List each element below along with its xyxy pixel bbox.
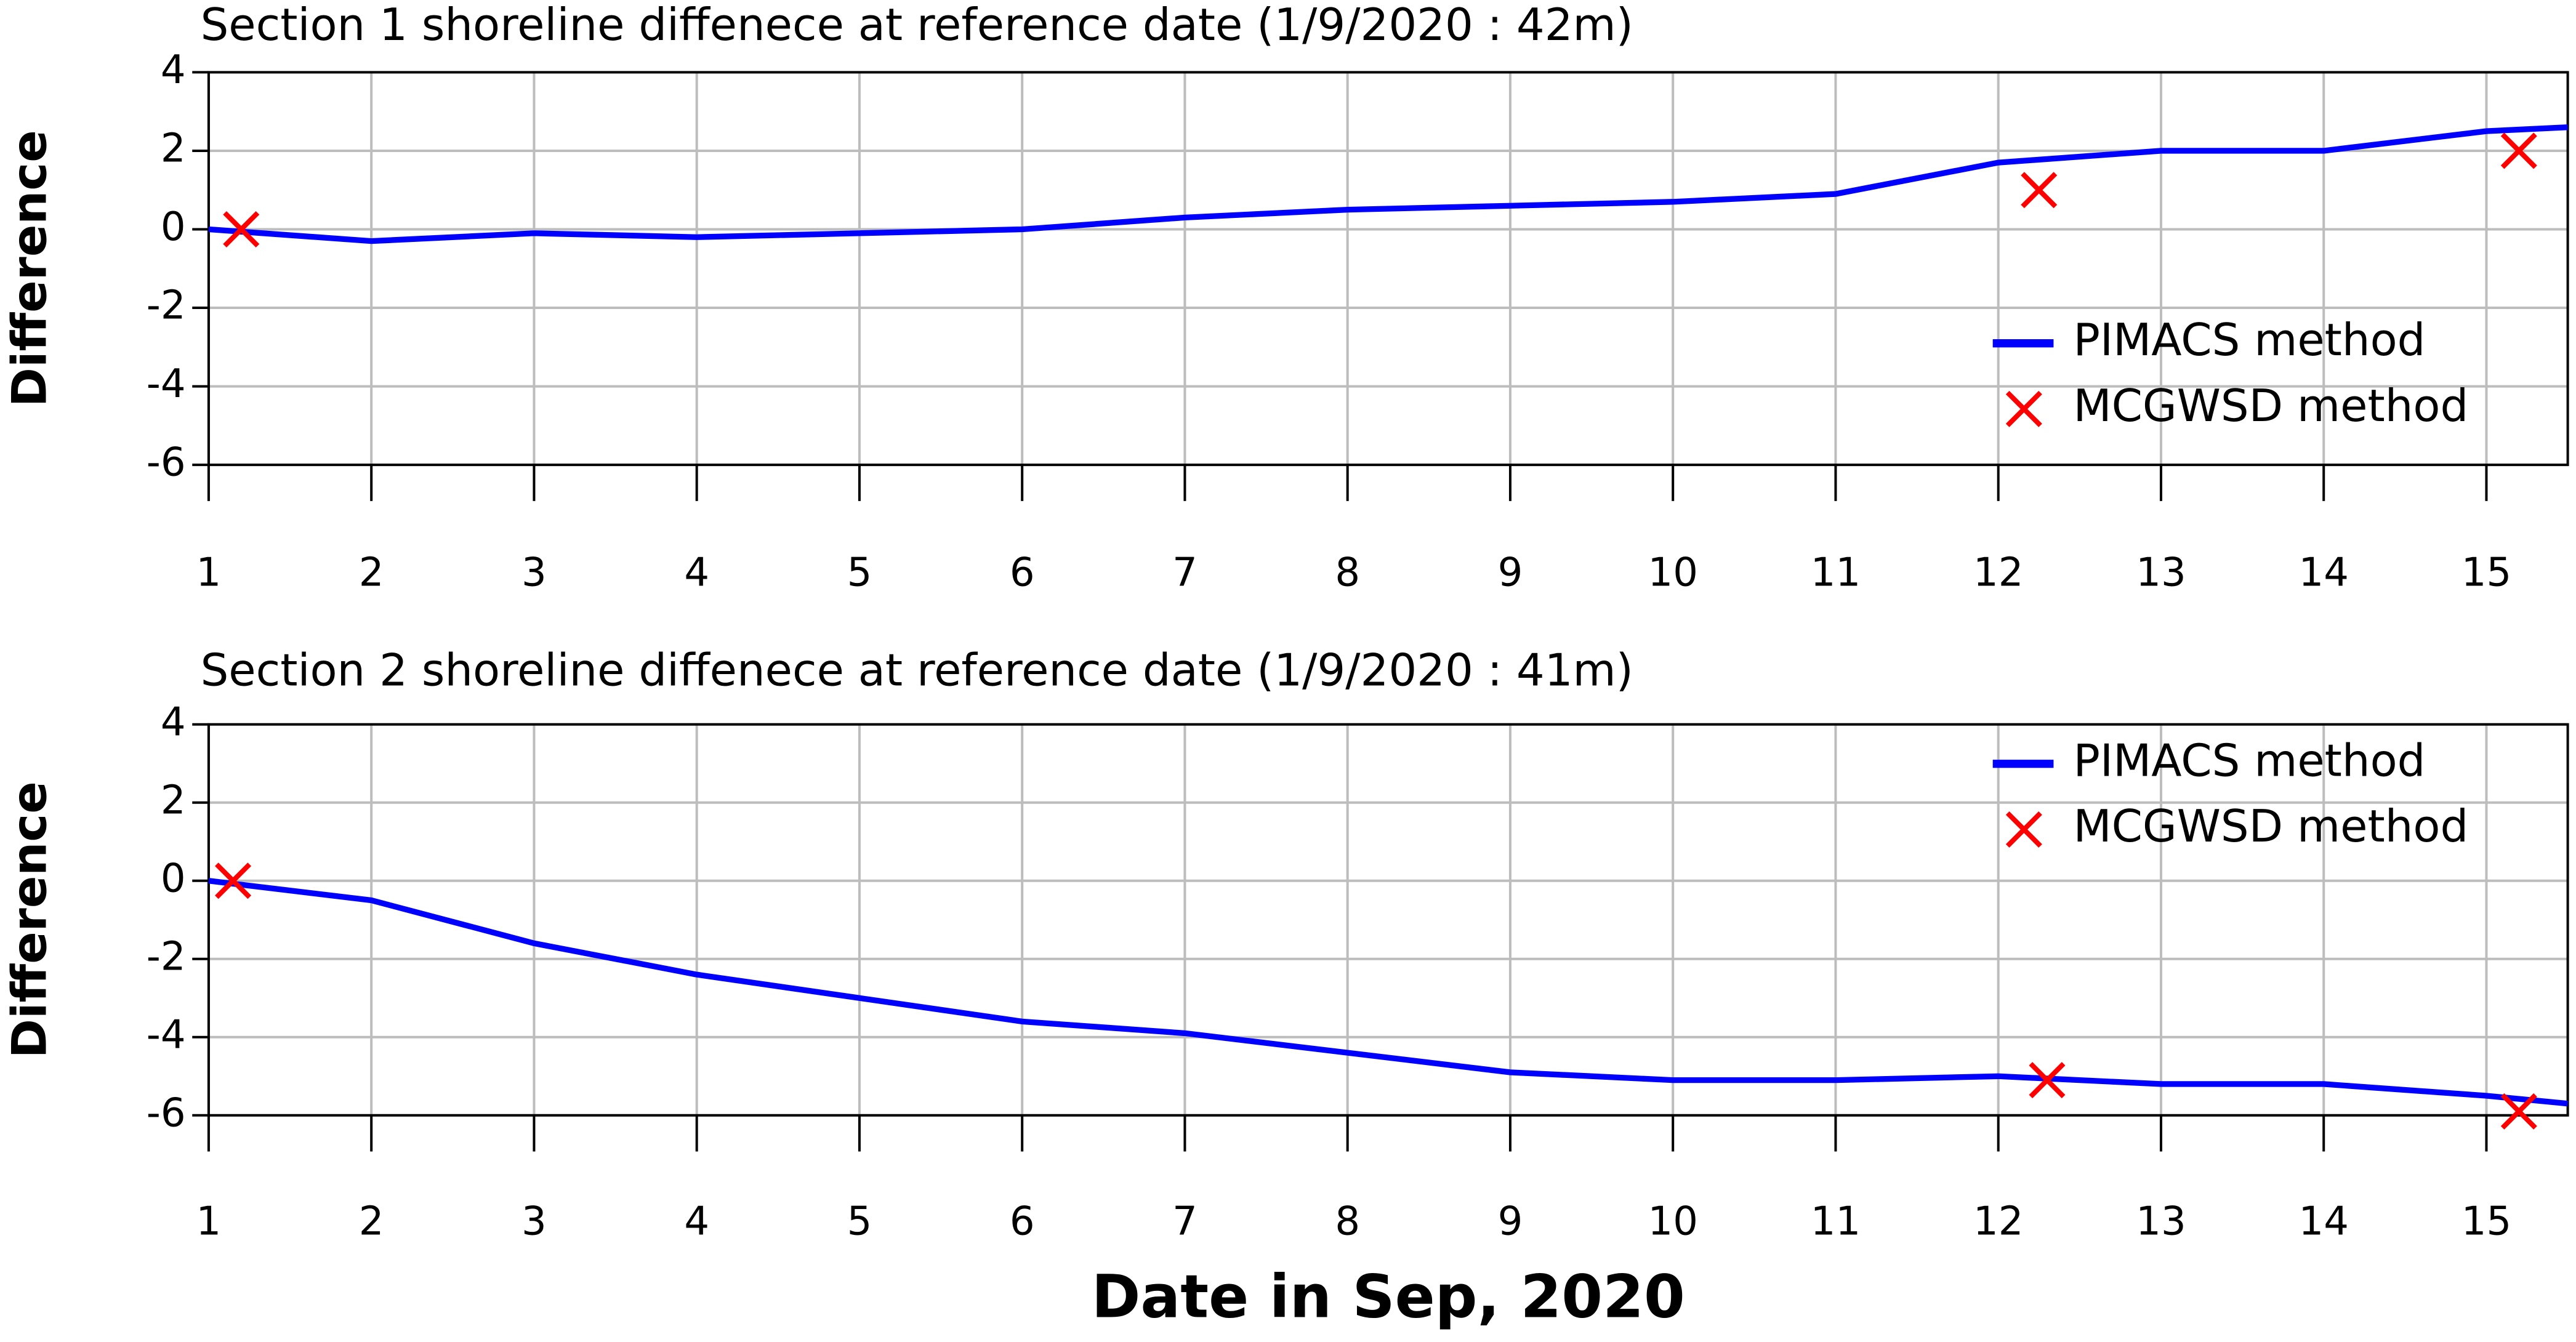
x-tick-label: 3	[521, 550, 547, 595]
chart-title: Section 2 shoreline diffenece at referen…	[201, 645, 1633, 696]
x-tick-label: 13	[2136, 1199, 2186, 1244]
y-tick-label: -4	[147, 1012, 186, 1058]
x-axis-label: Date in Sep, 2020	[1092, 1263, 1685, 1332]
legend-label: MCGWSD method	[2073, 380, 2468, 432]
x-tick-label: 9	[1498, 1199, 1523, 1244]
legend-label: PIMACS method	[2073, 314, 2425, 366]
legend-label: MCGWSD method	[2073, 800, 2468, 852]
scatter-point	[215, 862, 252, 899]
plot-frame	[207, 723, 2569, 1117]
x-tick-label: 11	[1811, 550, 1861, 595]
scatter-point	[2021, 172, 2058, 209]
x-tick-label: 9	[1498, 550, 1523, 595]
x-tick-label: 3	[521, 1199, 547, 1244]
x-tick-label: 10	[1648, 550, 1697, 595]
y-tick-label: 4	[161, 699, 186, 745]
x-tick-label: 1	[196, 550, 222, 595]
x-tick-label: 13	[2136, 550, 2186, 595]
x-tick-label: 2	[359, 1199, 384, 1244]
x-tick-label: 8	[1335, 1199, 1360, 1244]
y-tick-label: -2	[147, 934, 186, 979]
y-tick-label: 0	[161, 856, 186, 901]
scatter-point	[2500, 132, 2537, 169]
x-tick-label: 7	[1172, 550, 1197, 595]
x-tick-label: 15	[2461, 550, 2511, 595]
x-tick-label: 14	[2298, 1199, 2348, 1244]
x-tick-label: 6	[1010, 1199, 1035, 1244]
y-tick-label: -2	[147, 283, 186, 329]
x-tick-label: 12	[1973, 1199, 2023, 1244]
y-tick-label: -6	[147, 1090, 186, 1136]
y-axis-label: Difference	[2, 130, 57, 407]
y-tick-label: 2	[161, 126, 186, 172]
y-tick-label: 2	[161, 777, 186, 823]
legend-swatch	[2005, 390, 2042, 427]
line-series	[208, 124, 2568, 244]
legend-label: PIMACS method	[2073, 734, 2425, 786]
y-axis-label: Difference	[2, 781, 57, 1058]
y-tick-label: 0	[161, 204, 186, 250]
x-tick-label: 12	[1973, 550, 2023, 595]
x-tick-label: 5	[847, 1199, 872, 1244]
x-tick-label: 1	[196, 1199, 222, 1244]
x-tick-label: 11	[1811, 1199, 1861, 1244]
x-tick-label: 4	[684, 1199, 709, 1244]
x-tick-label: 4	[684, 550, 709, 595]
y-tick-label: -4	[147, 361, 186, 407]
scatter-point	[2029, 1062, 2066, 1099]
x-tick-label: 7	[1172, 1199, 1197, 1244]
y-tick-label: -6	[147, 440, 186, 486]
x-tick-label: 10	[1648, 1199, 1697, 1244]
plot-frame	[207, 71, 2569, 467]
scatter-point	[223, 211, 260, 248]
x-tick-label: 15	[2461, 1199, 2511, 1244]
y-tick-label: 4	[161, 47, 186, 93]
x-tick-label: 8	[1335, 550, 1360, 595]
scatter-point	[2500, 1093, 2537, 1130]
x-tick-label: 5	[847, 550, 872, 595]
legend-swatch	[2005, 811, 2042, 848]
x-tick-label: 6	[1010, 550, 1035, 595]
chart-title: Section 1 shoreline diffenece at referen…	[201, 0, 1633, 50]
line-series	[208, 878, 2569, 1107]
x-tick-label: 2	[359, 550, 384, 595]
x-tick-label: 14	[2298, 550, 2348, 595]
